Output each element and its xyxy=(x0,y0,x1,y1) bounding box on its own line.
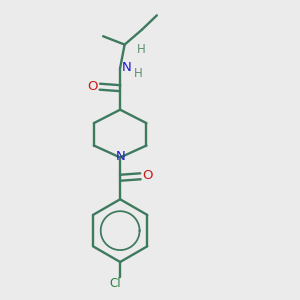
Text: H: H xyxy=(137,44,146,56)
Text: O: O xyxy=(87,80,98,93)
Text: O: O xyxy=(143,169,153,182)
Text: N: N xyxy=(115,150,125,164)
Text: N: N xyxy=(122,61,132,74)
Text: Cl: Cl xyxy=(109,277,121,290)
Text: H: H xyxy=(134,67,142,80)
